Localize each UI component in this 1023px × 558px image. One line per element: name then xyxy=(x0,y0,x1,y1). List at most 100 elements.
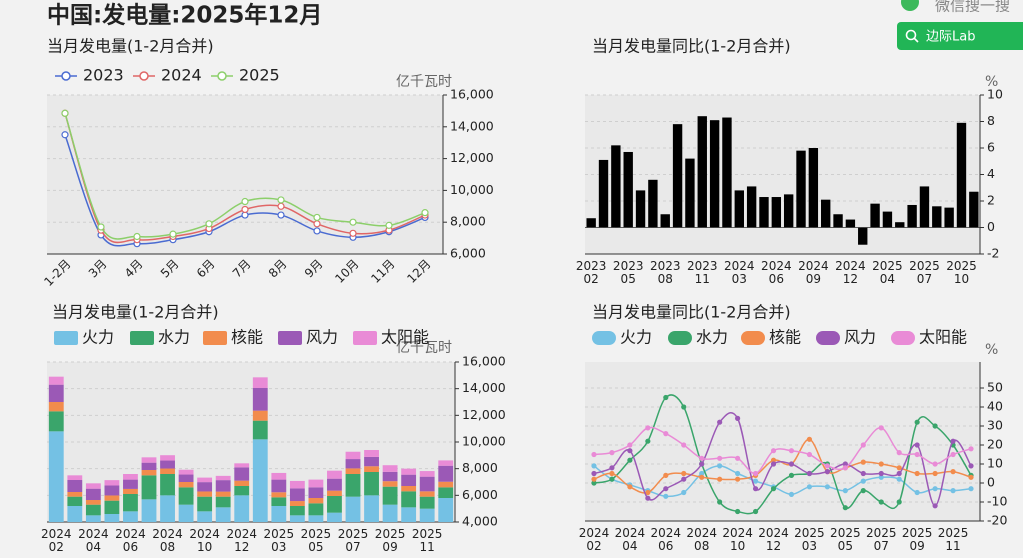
point xyxy=(932,470,938,477)
point xyxy=(591,476,597,482)
point xyxy=(717,499,723,505)
bar xyxy=(821,199,831,228)
bar-segment xyxy=(364,472,379,496)
legend-label: 水力 xyxy=(696,328,728,347)
bar-segment xyxy=(197,511,213,522)
bar-segment xyxy=(419,476,435,492)
point xyxy=(878,499,884,505)
point xyxy=(914,419,920,425)
series-line xyxy=(593,465,972,498)
point xyxy=(627,442,633,448)
bar-segment xyxy=(215,475,231,481)
search-glass xyxy=(905,29,917,41)
y-tick-label: 10,000 xyxy=(450,182,494,197)
point xyxy=(645,489,651,496)
x-tick-label: 2024 10 xyxy=(722,526,753,553)
bar-segment xyxy=(401,507,417,522)
y-tick-label: 16,000 xyxy=(450,87,494,102)
bar-segment xyxy=(327,470,342,479)
point xyxy=(205,220,213,228)
plot-area xyxy=(47,95,443,254)
bar-segment xyxy=(271,479,287,493)
y-tick-label: 12,000 xyxy=(462,407,506,422)
y-tick-label: -10 xyxy=(987,494,1007,509)
y-tick-label: 50 xyxy=(987,380,1003,395)
bar-segment xyxy=(48,431,64,522)
bar-segment xyxy=(345,468,361,474)
x-tick-label: 2025 07 xyxy=(909,259,940,286)
y-tick-label: 14,000 xyxy=(450,118,494,133)
bar-segment xyxy=(419,508,435,522)
bar-segment xyxy=(178,474,194,482)
bar xyxy=(598,159,609,228)
point xyxy=(932,461,938,467)
plot-area xyxy=(585,95,980,254)
point xyxy=(627,448,633,454)
x-tick-label: 7月 xyxy=(230,257,254,281)
point xyxy=(806,451,813,458)
x-tick-label: 11月 xyxy=(368,257,397,286)
point xyxy=(752,508,759,515)
bar-segment xyxy=(141,457,157,463)
bar-segment xyxy=(160,468,175,474)
unit-label: % xyxy=(985,74,998,90)
bar-segment xyxy=(252,439,268,522)
search-button[interactable] xyxy=(897,22,1023,50)
y-tick-label: 20 xyxy=(987,437,1003,452)
bar-segment xyxy=(48,411,64,432)
legend-label: 核能 xyxy=(231,328,263,347)
point xyxy=(968,446,974,452)
x-tick-label: 2023 05 xyxy=(612,259,644,286)
point xyxy=(277,196,285,204)
bar-segment xyxy=(178,487,194,505)
y-tick-label: 6,000 xyxy=(450,246,486,261)
bar xyxy=(734,190,744,228)
x-tick-label: 2025 03 xyxy=(794,526,825,553)
point xyxy=(896,499,902,505)
bar xyxy=(944,207,954,228)
bar-segment xyxy=(123,474,138,480)
bar-segment xyxy=(104,495,120,501)
bar-segment xyxy=(160,455,175,461)
bar-segment xyxy=(234,480,250,486)
bar-segment xyxy=(419,491,435,497)
legend-swatch xyxy=(891,331,915,345)
bar-segment xyxy=(252,410,268,421)
point xyxy=(878,461,884,467)
x-tick-label: 2025 07 xyxy=(337,527,369,554)
bar xyxy=(660,214,670,228)
point xyxy=(806,470,813,477)
bar-segment xyxy=(215,491,231,497)
x-tick-label: 2024 02 xyxy=(40,527,72,554)
point xyxy=(385,221,393,229)
legend-label: 水力 xyxy=(158,328,190,347)
bar xyxy=(808,148,819,228)
series-line xyxy=(593,438,972,494)
bar-segment xyxy=(178,504,194,522)
y-tick-label: 6,000 xyxy=(462,487,498,502)
point xyxy=(717,463,723,469)
bar-segment xyxy=(104,480,120,486)
point xyxy=(860,442,866,448)
x-tick-label: 2025 05 xyxy=(830,526,861,553)
y-tick-label: -20 xyxy=(987,513,1007,528)
bar-segment xyxy=(67,506,83,522)
point xyxy=(770,461,777,467)
point xyxy=(932,423,938,429)
bar-segment xyxy=(123,479,138,489)
legend-swatch xyxy=(203,331,227,345)
legend-swatch xyxy=(592,331,616,345)
bar xyxy=(623,151,633,228)
y-tick-label: -2 xyxy=(987,246,999,261)
bar-segment xyxy=(234,495,250,522)
point xyxy=(681,489,687,496)
point xyxy=(717,476,723,482)
bar-segment xyxy=(252,377,268,388)
point xyxy=(663,493,669,499)
bar-segment xyxy=(327,512,342,522)
bar-segment xyxy=(141,499,157,522)
bar-segment xyxy=(401,468,417,475)
search-text: 微信搜一搜 xyxy=(935,0,1010,15)
bar xyxy=(648,179,658,228)
x-tick-label: 2024 09 xyxy=(798,259,829,286)
